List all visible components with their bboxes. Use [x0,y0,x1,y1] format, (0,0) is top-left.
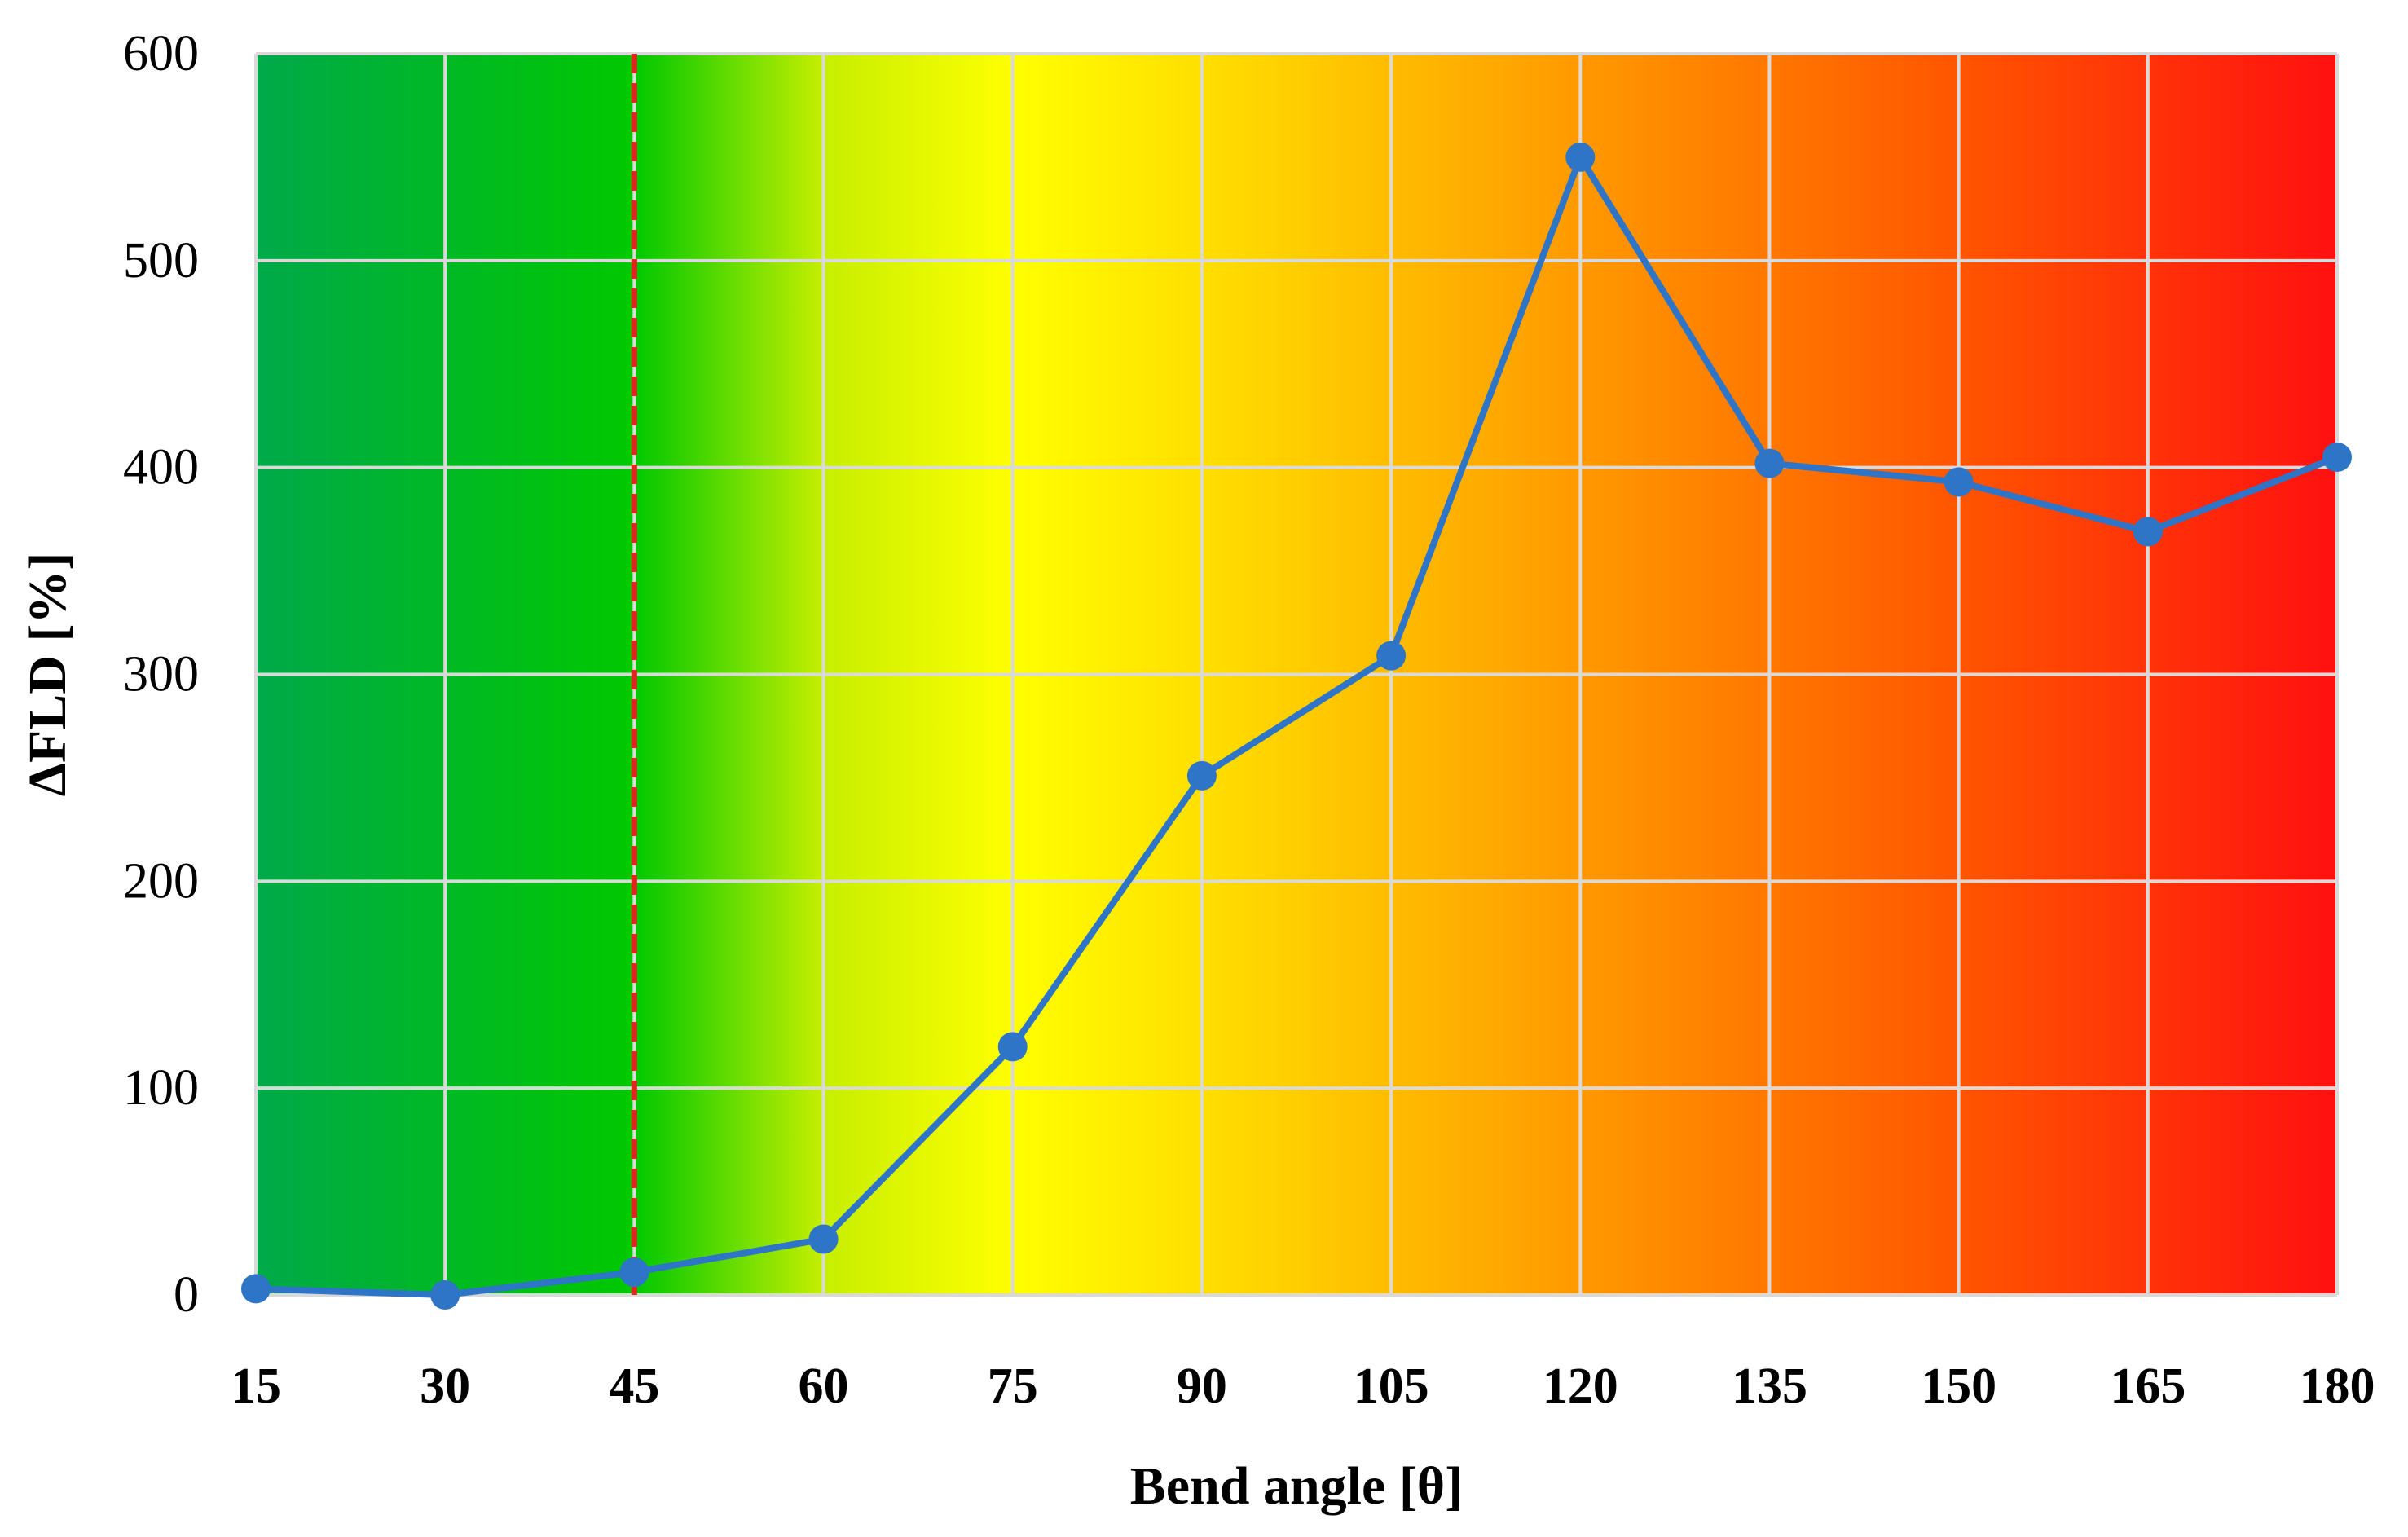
data-point [1565,142,1596,172]
x-axis-title: Bend angle [θ] [1130,1456,1463,1516]
data-point [1186,760,1217,791]
data-series [241,142,2352,1310]
y-tick-label: 200 [123,853,199,909]
x-tick-label: 105 [1354,1359,1429,1414]
x-tick-label: 75 [988,1359,1038,1414]
x-tick-label: 30 [420,1359,470,1414]
data-point [808,1224,839,1254]
x-tick-label: 135 [1732,1359,1807,1414]
data-point [241,1274,271,1304]
data-point [1944,467,1974,497]
y-axis-ticks: 0 100 200 300 400 500 600 [123,26,199,1323]
x-tick-label: 60 [799,1359,849,1414]
y-tick-label: 300 [123,647,199,702]
y-tick-label: 100 [123,1060,199,1116]
y-tick-label: 400 [123,440,199,495]
data-point [619,1257,649,1288]
x-axis-ticks: 15 30 45 60 75 90 105 120 135 150 165 180 [231,1359,2375,1414]
x-tick-label: 180 [2300,1359,2375,1414]
data-point [2322,442,2352,472]
data-point [1754,448,1785,478]
x-tick-label: 15 [231,1359,281,1414]
y-axis-title: ΔFLD [%] [18,553,77,797]
y-tick-label: 600 [123,26,199,81]
data-point [1376,641,1407,671]
x-tick-label: 165 [2110,1359,2186,1414]
x-tick-label: 90 [1177,1359,1227,1414]
x-tick-label: 120 [1543,1359,1618,1414]
data-point [997,1032,1028,1062]
data-point [430,1280,460,1310]
data-point [2133,517,2163,547]
y-tick-label: 500 [123,233,199,288]
y-tick-label: 0 [174,1267,199,1323]
series-line [255,153,2339,1298]
x-tick-label: 45 [609,1359,659,1414]
x-tick-label: 150 [1921,1359,1996,1414]
